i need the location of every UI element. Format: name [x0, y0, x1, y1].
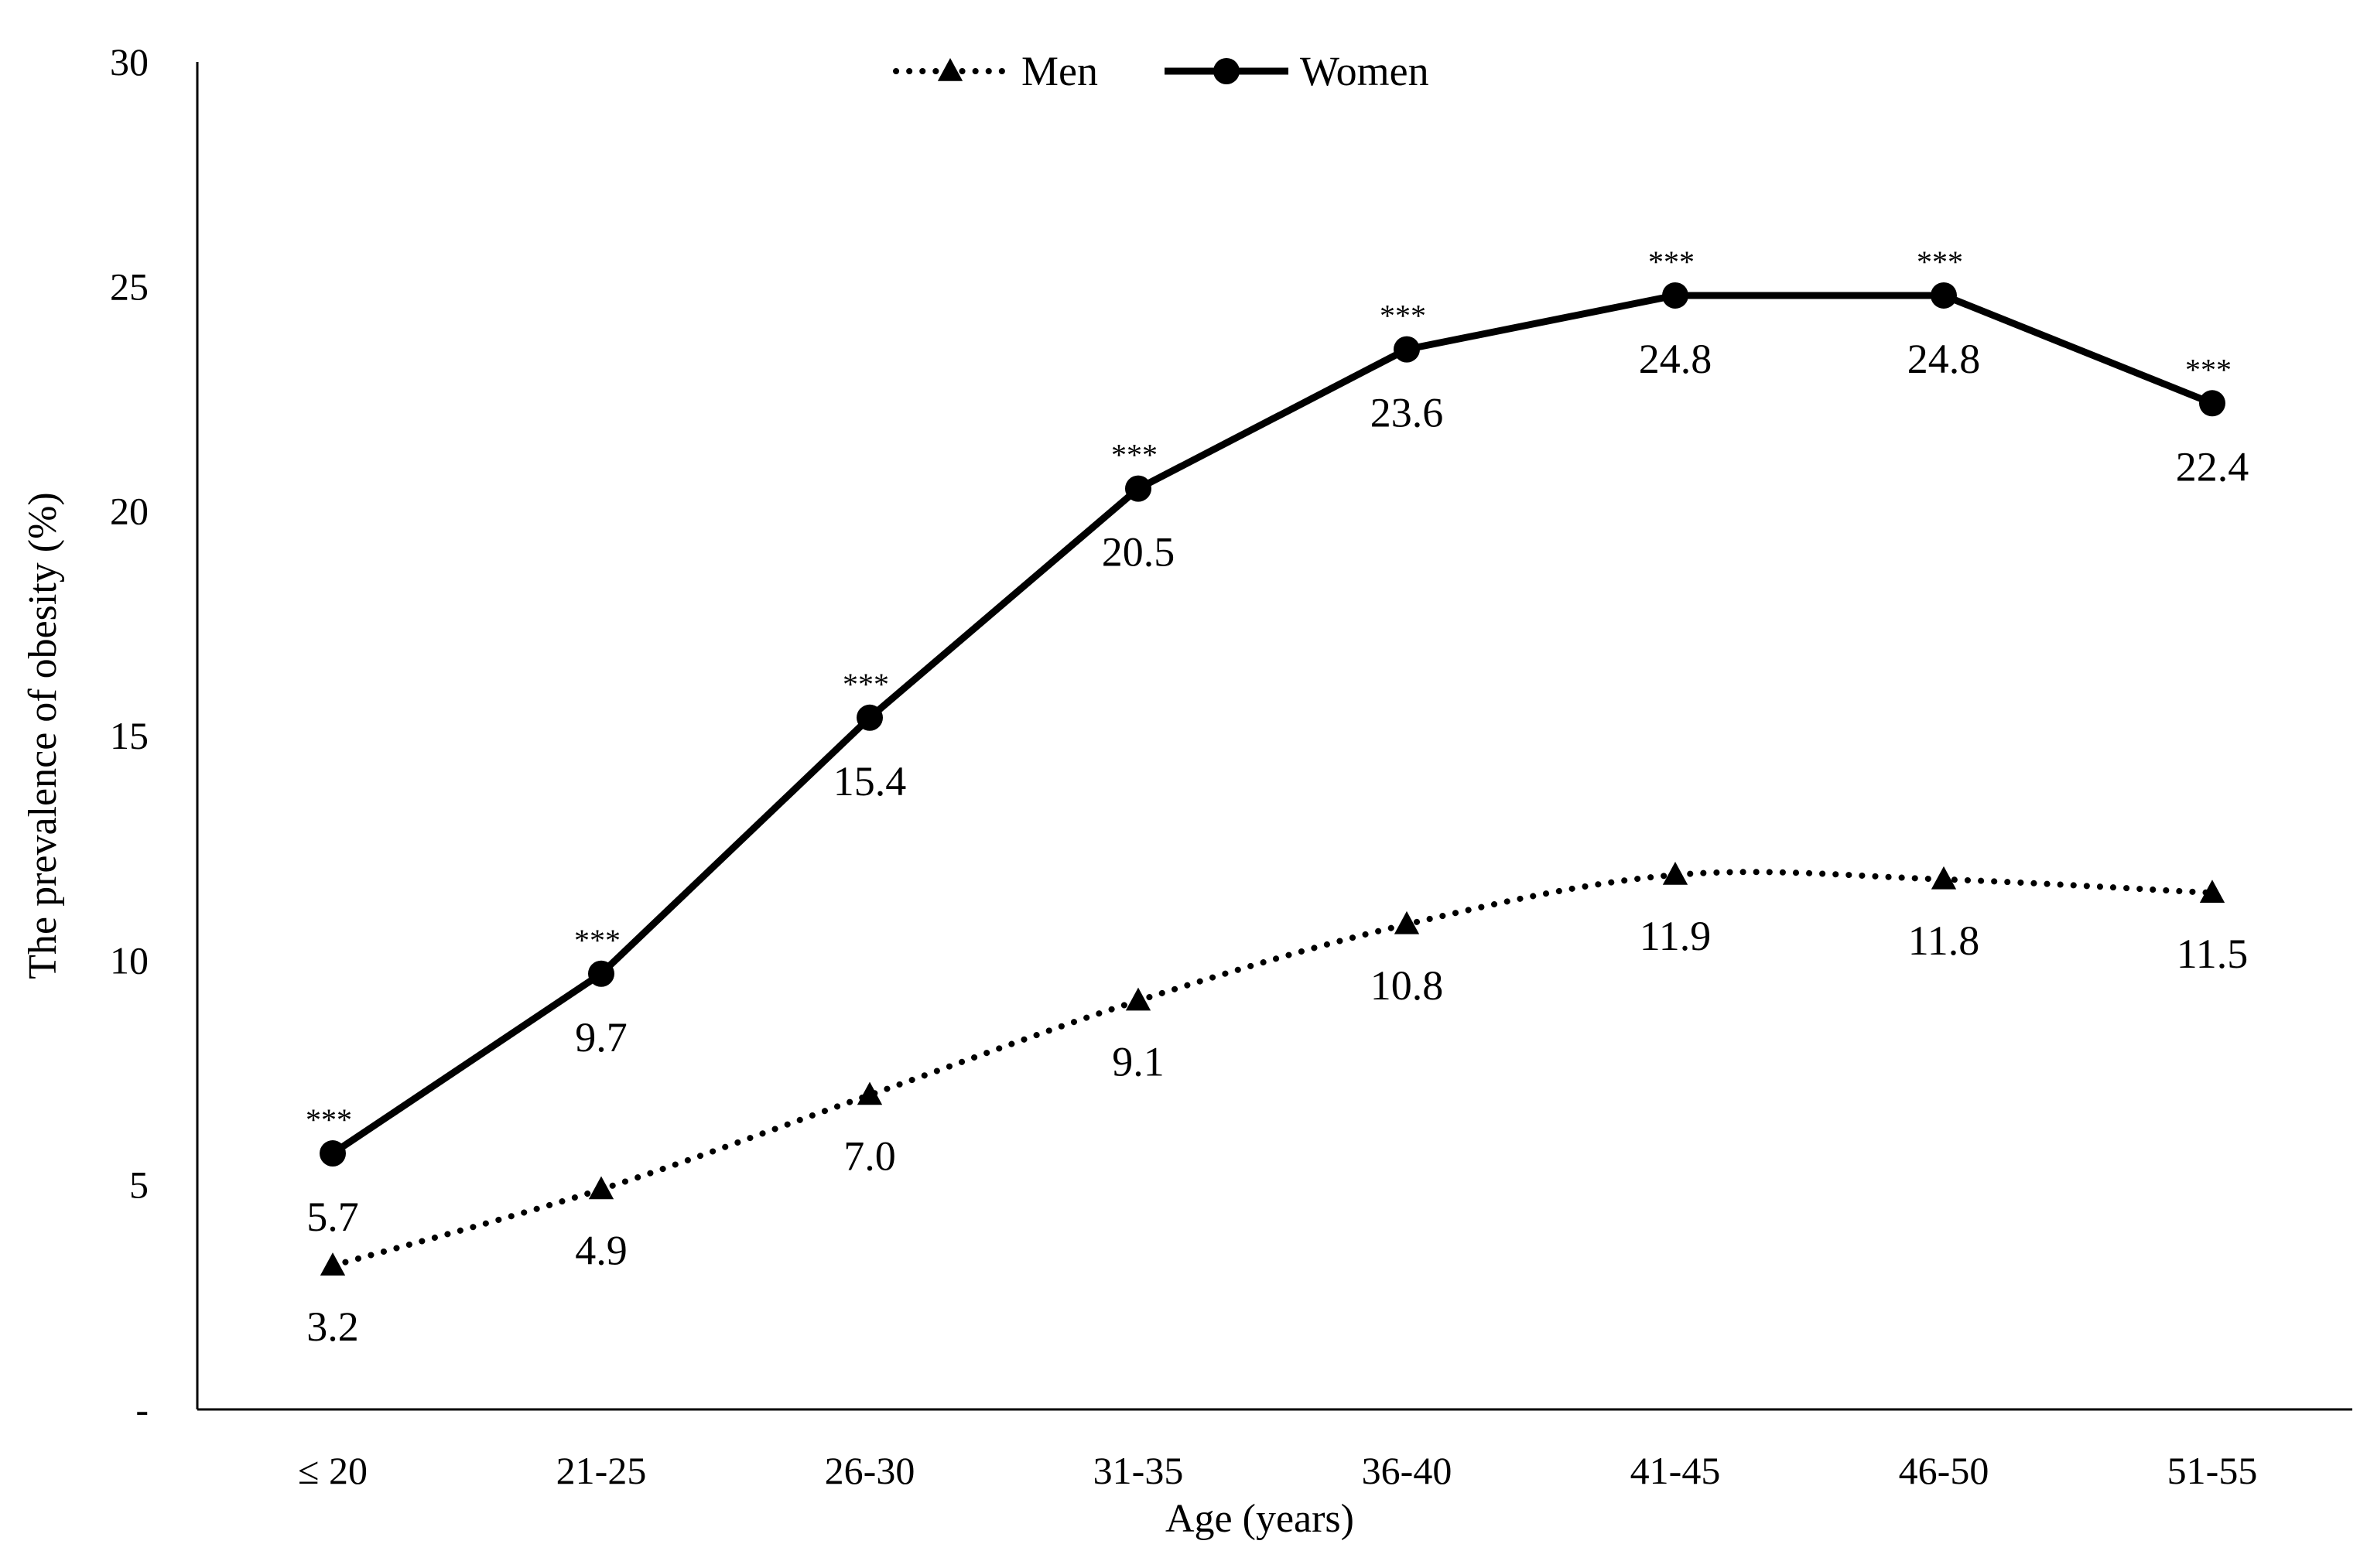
significance-marker: ***: [306, 1102, 352, 1137]
y-tick-label: 30: [110, 40, 149, 84]
men-marker: [588, 1176, 614, 1200]
women-data-label: 15.4: [833, 758, 907, 804]
legend: Men Women: [893, 48, 1429, 94]
x-tick-label: 46-50: [1899, 1449, 1989, 1492]
legend-women-marker: [1213, 58, 1240, 84]
y-axis-title: The prevalence of obesity (%): [21, 492, 65, 979]
men-data-label: 3.2: [306, 1303, 359, 1350]
men-data-label: 4.9: [575, 1227, 628, 1273]
y-tick-label: 5: [129, 1163, 149, 1207]
x-tick-label: 31-35: [1093, 1449, 1184, 1492]
x-tick-label: 36-40: [1362, 1449, 1452, 1492]
men-marker: [320, 1252, 346, 1276]
men-marker: [1125, 987, 1151, 1011]
men-data-label: 11.5: [2177, 931, 2249, 977]
women-marker: [2199, 390, 2225, 417]
x-axis-title: Age (years): [1165, 1497, 1354, 1541]
women-marker: [857, 704, 883, 731]
men-data-label: 9.1: [1112, 1039, 1165, 1085]
series-men: 3.2 4.9 7.0 9.1 10.8 11.9 11.8 11.5: [306, 862, 2248, 1350]
series-women: 5.7 *** 9.7 *** 15.4 *** 20.5 *** 23.6 *** 24.8 ***…: [306, 244, 2249, 1240]
men-marker: [1931, 866, 1957, 890]
women-data-label: 9.7: [575, 1014, 628, 1061]
y-tick-label: 20: [110, 490, 149, 533]
y-tick-label: 15: [110, 714, 149, 757]
significance-marker: ***: [1111, 438, 1158, 473]
women-data-label: 20.5: [1102, 529, 1175, 576]
men-marker: [1394, 910, 1420, 934]
women-data-label: 22.4: [2176, 443, 2249, 490]
significance-marker: ***: [1648, 244, 1695, 279]
men-data-label: 7.0: [843, 1133, 896, 1180]
men-marker: [2199, 880, 2225, 903]
x-tick-label: ≤ 20: [298, 1449, 368, 1492]
series-line-men: [330, 869, 2215, 1269]
x-tick-label: 26-30: [825, 1449, 915, 1492]
legend-women-label: Women: [1300, 48, 1429, 94]
x-tick-label: 51-55: [2167, 1449, 2258, 1492]
women-marker: [1662, 282, 1688, 309]
axes: [196, 62, 2352, 1411]
women-data-label: 24.8: [1639, 336, 1712, 382]
significance-marker: ***: [843, 667, 889, 702]
women-data-label: 5.7: [306, 1194, 359, 1240]
y-ticks: - 5 10 15 20 25 30: [110, 40, 149, 1431]
women-data-label: 24.8: [1907, 336, 1981, 382]
men-marker: [1662, 862, 1688, 885]
significance-marker: ***: [2185, 352, 2232, 387]
y-tick-label: 25: [110, 265, 149, 308]
significance-marker: ***: [574, 923, 621, 958]
men-data-label: 10.8: [1370, 962, 1444, 1009]
significance-marker: ***: [1917, 244, 1963, 279]
x-ticks: ≤ 20 21-25 26-30 31-35 36-40 41-45 46-50 51-55: [298, 1449, 2257, 1492]
significance-marker: ***: [1380, 299, 1426, 333]
men-data-label: 11.8: [1908, 917, 1980, 964]
legend-men-label: Men: [1021, 48, 1098, 94]
women-data-label: 23.6: [1370, 390, 1444, 436]
women-marker: [1394, 336, 1420, 363]
x-tick-label: 41-45: [1630, 1449, 1721, 1492]
legend-men-marker: [937, 58, 963, 81]
series-layer: 3.2 4.9 7.0 9.1 10.8 11.9 11.8 11.5 5.7 *** 9.7 ***…: [306, 244, 2249, 1350]
series-line-women: [330, 292, 2214, 1156]
women-marker: [1125, 475, 1151, 502]
women-marker: [320, 1140, 346, 1167]
women-marker: [1931, 282, 1957, 309]
women-marker: [588, 960, 614, 987]
x-tick-label: 21-25: [556, 1449, 647, 1492]
men-marker: [857, 1081, 883, 1105]
y-tick-label: 10: [110, 938, 149, 982]
y-tick-label: -: [135, 1388, 149, 1431]
men-data-label: 11.9: [1640, 913, 1712, 959]
